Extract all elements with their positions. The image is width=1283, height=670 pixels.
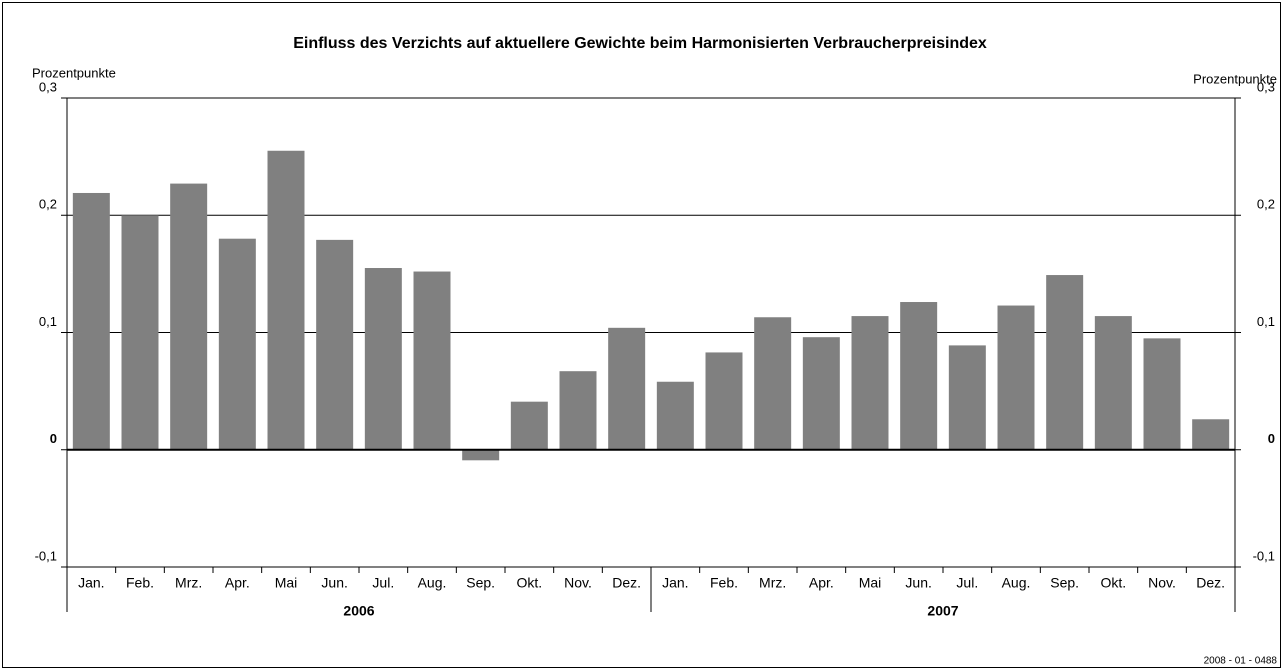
bar bbox=[267, 150, 305, 450]
x-tick-label: Feb. bbox=[710, 575, 738, 591]
x-tick-label: Mai bbox=[859, 575, 882, 591]
y2-tick-label: -0,1 bbox=[1253, 548, 1275, 563]
y-axis-label: Prozentpunkte bbox=[32, 65, 116, 80]
bar bbox=[608, 327, 646, 450]
x-tick-label: Jan. bbox=[662, 575, 688, 591]
x-tick-label: Jun. bbox=[321, 575, 347, 591]
y-tick-label: 0,2 bbox=[39, 197, 57, 212]
bar bbox=[316, 239, 354, 450]
bar bbox=[218, 238, 256, 450]
x-tick-label: Dez. bbox=[612, 575, 641, 591]
y2-tick-label: 0,2 bbox=[1257, 197, 1275, 212]
bar bbox=[705, 352, 743, 450]
x-tick-label: Okt. bbox=[516, 575, 542, 591]
x-tick-label: Jul. bbox=[372, 575, 394, 591]
bar bbox=[802, 337, 840, 450]
bar bbox=[997, 305, 1035, 450]
x-tick-label: Nov. bbox=[564, 575, 592, 591]
y2-tick-label: 0 bbox=[1268, 431, 1275, 446]
x-tick-label: Mrz. bbox=[759, 575, 786, 591]
chart-title: Einfluss des Verzichts auf aktuellere Ge… bbox=[293, 35, 987, 52]
bar bbox=[121, 215, 159, 450]
y2-axis-label: Prozentpunkte bbox=[1193, 71, 1277, 86]
y-tick-label: -0,1 bbox=[35, 548, 57, 563]
x-tick-label: Feb. bbox=[126, 575, 154, 591]
x-tick-label: Apr. bbox=[225, 575, 250, 591]
group-label: 2006 bbox=[343, 603, 374, 619]
y-tick-label: 0,3 bbox=[39, 79, 57, 94]
x-tick-label: Apr. bbox=[809, 575, 834, 591]
x-tick-label: Sep. bbox=[1050, 575, 1079, 591]
bar bbox=[462, 449, 500, 461]
bar bbox=[1094, 316, 1132, 450]
x-tick-label: Aug. bbox=[1002, 575, 1031, 591]
bar bbox=[510, 401, 548, 450]
x-tick-label: Dez. bbox=[1196, 575, 1225, 591]
x-tick-label: Jul. bbox=[956, 575, 978, 591]
x-tick-label: Jun. bbox=[905, 575, 931, 591]
bar bbox=[1046, 275, 1084, 450]
bar bbox=[754, 317, 792, 450]
bar bbox=[364, 268, 402, 450]
bar bbox=[170, 183, 208, 450]
bar bbox=[656, 381, 694, 450]
x-tick-label: Okt. bbox=[1100, 575, 1126, 591]
bar bbox=[851, 316, 889, 450]
x-tick-label: Sep. bbox=[466, 575, 495, 591]
x-tick-label: Aug. bbox=[418, 575, 447, 591]
footnote: 2008 - 01 - 0488 bbox=[1204, 656, 1278, 667]
x-tick-label: Mrz. bbox=[175, 575, 202, 591]
x-tick-label: Mai bbox=[275, 575, 298, 591]
y-tick-label: 0 bbox=[50, 431, 57, 446]
x-tick-label: Jan. bbox=[78, 575, 104, 591]
x-tick-label: Nov. bbox=[1148, 575, 1176, 591]
bar bbox=[72, 192, 110, 450]
bar bbox=[900, 302, 938, 450]
bar bbox=[413, 271, 451, 450]
y2-tick-label: 0,3 bbox=[1257, 79, 1275, 94]
bar bbox=[1143, 338, 1181, 450]
bar bbox=[948, 345, 986, 450]
y-tick-label: 0,1 bbox=[39, 314, 57, 329]
bar bbox=[1192, 419, 1230, 450]
group-label: 2007 bbox=[927, 603, 958, 619]
y2-tick-label: 0,1 bbox=[1257, 314, 1275, 329]
bar bbox=[559, 371, 597, 450]
